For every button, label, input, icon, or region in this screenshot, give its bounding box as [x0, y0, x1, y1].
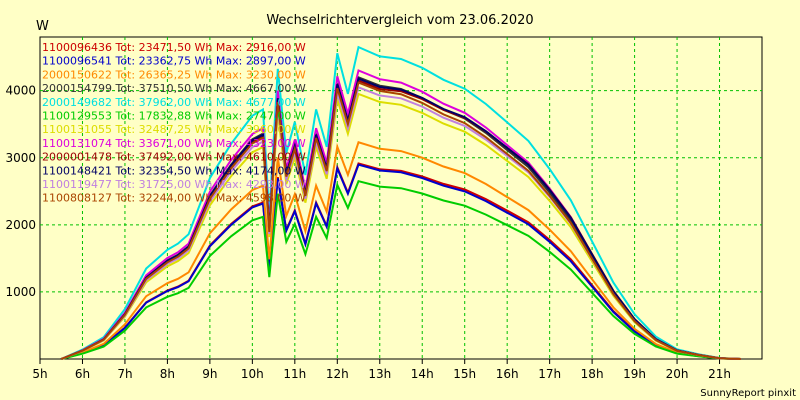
series-lines — [60, 45, 741, 360]
y-tick-label: 2000 — [5, 218, 36, 232]
x-tick-label: 6h — [75, 367, 90, 381]
series-line-2000150622 — [60, 141, 741, 360]
legend-entry: 1100808127 Tot: 32244,00 Wh Max: 4598,00… — [42, 192, 306, 205]
legend-entry: 1100119477 Tot: 31725,00 Wh Max: 4293,00… — [42, 178, 306, 191]
x-tick-label: 16h — [496, 367, 519, 381]
series-line-2000149682 — [60, 45, 741, 360]
x-tick-label: 7h — [117, 367, 132, 381]
x-tick-label: 9h — [202, 367, 217, 381]
x-tick-label: 18h — [581, 367, 604, 381]
series-line-1100096541 — [60, 163, 741, 360]
legend-entry: 1100096541 Tot: 23362,75 Wh Max: 2897,00… — [42, 55, 306, 68]
legend-entry: 1100131074 Tot: 33671,00 Wh Max: 4323,00… — [42, 137, 306, 150]
legend-entry: 2000150622 Tot: 26365,25 Wh Max: 3230,00… — [42, 68, 306, 81]
legend-entry: 1100148421 Tot: 32354,50 Wh Max: 4174,00… — [42, 164, 306, 177]
x-tick-label: 10h — [241, 367, 264, 381]
y-axis: 1000 2000 3000 4000 — [5, 84, 36, 299]
x-tick-label: 15h — [453, 367, 476, 381]
x-tick-label: 13h — [368, 367, 391, 381]
x-tick-label: 17h — [538, 367, 561, 381]
y-tick-label: 4000 — [5, 84, 36, 98]
legend-entry: 2000154799 Tot: 37510,50 Wh Max: 4667,00… — [42, 82, 306, 95]
x-axis: 5h 6h 7h 8h 9h 10h 11h 12h 13h 14h 15h 16h 17h 18h 19h… — [32, 359, 731, 381]
legend-entry: 1100129553 Tot: 17832,88 Wh Max: 2747,00… — [42, 110, 306, 123]
grid — [40, 37, 762, 359]
x-tick-label: 12h — [326, 367, 349, 381]
legend-entry: 1100096436 Tot: 23471,50 Wh Max: 2916,00… — [42, 41, 306, 54]
x-tick-label: 14h — [411, 367, 434, 381]
series-line-1100808127 — [60, 81, 741, 360]
legend-entry: 2000149682 Tot: 37962,00 Wh Max: 4677,00… — [42, 96, 306, 109]
series-line-1100129553 — [60, 180, 741, 360]
x-tick-label: 5h — [32, 367, 47, 381]
series-line-1100131055 — [60, 92, 741, 360]
x-tick-label: 20h — [666, 367, 689, 381]
legend-entry: 2000001478 Tot: 37492,00 Wh Max: 4610,00… — [42, 151, 306, 164]
x-tick-label: 11h — [283, 367, 306, 381]
y-tick-label: 1000 — [5, 285, 36, 299]
plot-area — [39, 36, 763, 360]
legend: 1100096436 Tot: 23471,50 Wh Max: 2916,00… — [42, 41, 306, 205]
y-tick-label: 3000 — [5, 151, 36, 165]
x-tick-label: 8h — [160, 367, 175, 381]
y-axis-unit: W — [36, 19, 49, 34]
x-tick-label: 19h — [623, 367, 646, 381]
series-line-1100148421 — [60, 77, 741, 360]
legend-entry: 1100131055 Tot: 32487,25 Wh Max: 3960,00… — [42, 123, 306, 136]
x-tick-label: 21h — [708, 367, 731, 381]
chart-title: Wechselrichtervergleich vom 23.06.2020 — [266, 13, 533, 28]
credit-label: SunnyReport pinxit — [700, 388, 796, 399]
